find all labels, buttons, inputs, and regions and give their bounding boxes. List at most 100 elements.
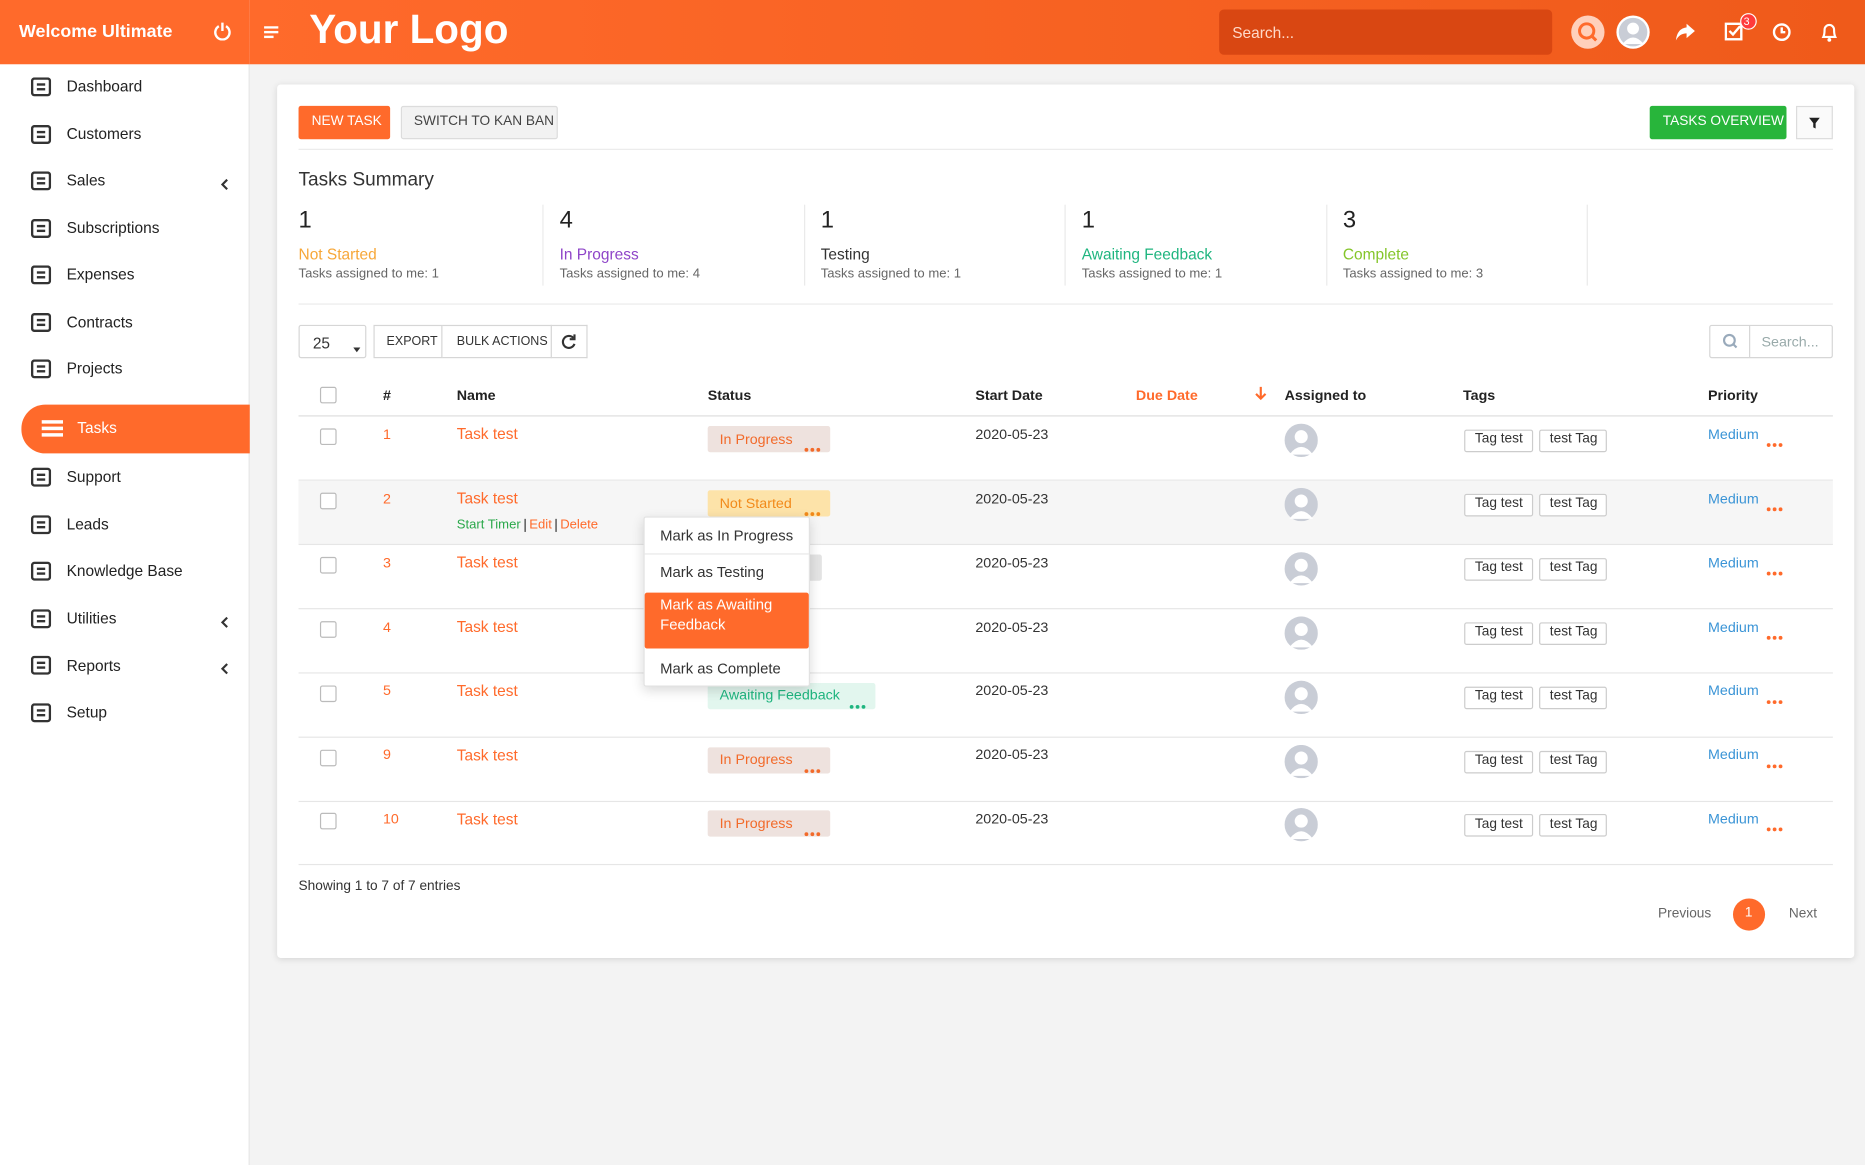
clock-icon[interactable] (1772, 23, 1791, 42)
row-checkbox[interactable] (319, 556, 337, 574)
status-menu-item[interactable]: Mark as Complete (660, 659, 781, 677)
task-name[interactable]: Task test (456, 425, 518, 443)
priority-dots[interactable] (1766, 624, 1783, 640)
column-header[interactable]: Start Date (975, 386, 1043, 404)
submenu-chevron[interactable] (220, 175, 230, 190)
task-id[interactable]: 9 (382, 746, 391, 764)
tasks-icon[interactable] (1724, 21, 1744, 41)
menu-item[interactable]: Knowledge Base (66, 562, 183, 580)
status-label[interactable]: In Progress (719, 751, 793, 768)
status-dots[interactable] (804, 822, 821, 837)
menu-item[interactable]: Leads (66, 515, 109, 533)
submenu-chevron[interactable] (220, 613, 230, 628)
column-header[interactable]: Priority (1707, 386, 1758, 404)
switch-view-button-label[interactable]: SWITCH TO KAN BAN (413, 114, 555, 129)
menu-item[interactable]: Dashboard (66, 77, 143, 96)
filter-button[interactable] (1796, 105, 1833, 140)
header-search[interactable] (1219, 9, 1553, 55)
user-avatar[interactable] (1615, 14, 1651, 50)
column-header[interactable]: Status (707, 386, 752, 404)
header-checkbox[interactable] (319, 386, 337, 404)
row-action[interactable]: Start Timer (456, 518, 521, 533)
priority[interactable]: Medium (1707, 682, 1759, 699)
status-badge[interactable] (707, 682, 876, 709)
task-name[interactable]: Task test (456, 745, 518, 764)
new-task-button-label[interactable]: NEW TASK (311, 114, 382, 129)
task-name[interactable]: Task test (456, 617, 518, 636)
column-header[interactable]: # (382, 386, 391, 404)
status-label[interactable]: In Progress (719, 430, 793, 448)
priority[interactable]: Medium (1707, 618, 1759, 635)
menu-item[interactable]: Subscriptions (66, 218, 160, 237)
bulk-actions-label[interactable]: BULK ACTIONS (456, 334, 548, 349)
share-icon[interactable] (1675, 21, 1696, 42)
row-action[interactable]: Edit (529, 518, 552, 533)
table-search[interactable] (1709, 324, 1833, 359)
status-dots[interactable] (804, 757, 821, 773)
column-header[interactable]: Name (456, 386, 496, 404)
priority[interactable]: Medium (1707, 810, 1759, 828)
priority-dots[interactable] (1766, 817, 1783, 832)
search-button[interactable] (1570, 14, 1606, 50)
menu-item[interactable]: Setup (66, 703, 108, 722)
priority-dots[interactable] (1766, 560, 1783, 576)
row-checkbox[interactable] (319, 428, 337, 446)
task-id[interactable]: 3 (382, 554, 391, 571)
task-name[interactable]: Task test (456, 681, 518, 700)
priority-dots[interactable] (1766, 496, 1783, 512)
task-id[interactable]: 4 (382, 618, 391, 635)
status-menu-item[interactable]: Mark as Testing (660, 563, 764, 581)
task-name[interactable]: Task test (456, 489, 518, 508)
menu-item[interactable]: Utilities (66, 609, 117, 628)
task-name[interactable]: Task test (456, 553, 518, 572)
priority-dots[interactable] (1766, 689, 1783, 704)
menu-item[interactable]: Customers (66, 124, 142, 143)
column-header[interactable]: Assigned to (1284, 386, 1367, 404)
menu-item[interactable]: Sales (66, 171, 106, 190)
menu-item[interactable]: Projects (66, 359, 123, 378)
row-checkbox[interactable] (319, 749, 337, 766)
task-id[interactable]: 10 (382, 810, 399, 828)
status-dots[interactable] (849, 693, 866, 709)
priority-dots[interactable] (1766, 432, 1783, 447)
status-badge[interactable] (707, 810, 831, 838)
status-label[interactable]: Not Started (719, 494, 792, 512)
page-number[interactable]: 1 (1744, 905, 1753, 920)
switch-view-button[interactable] (400, 105, 558, 140)
menu-toggle[interactable] (264, 25, 281, 39)
new-task-button[interactable] (298, 105, 391, 140)
menu-item[interactable]: Expenses (66, 265, 135, 284)
next-link[interactable]: Next (1788, 906, 1818, 922)
status-badge[interactable] (707, 426, 831, 453)
page-button[interactable] (1732, 898, 1766, 931)
priority-dots[interactable] (1766, 753, 1783, 768)
task-name[interactable]: Task test (456, 809, 518, 828)
status-dots[interactable] (804, 437, 821, 452)
menu-item[interactable]: Tasks (77, 419, 117, 437)
overview-button-label[interactable]: TASKS OVERVIEW (1662, 114, 1784, 129)
status-label[interactable]: Awaiting Feedback (719, 687, 840, 704)
status-badge[interactable] (707, 746, 831, 773)
row-checkbox[interactable] (319, 813, 337, 830)
row-checkbox[interactable] (319, 620, 337, 638)
status-badge[interactable] (707, 490, 831, 517)
menu-item[interactable]: Contracts (66, 312, 133, 331)
task-id[interactable]: 1 (382, 425, 391, 443)
refresh-button[interactable] (551, 324, 588, 359)
status-label[interactable]: In Progress (719, 815, 793, 833)
overview-button[interactable] (1649, 105, 1787, 140)
column-header[interactable]: Due Date (1135, 386, 1198, 404)
priority[interactable]: Medium (1707, 425, 1759, 443)
page-length-select[interactable] (298, 324, 367, 359)
export-button[interactable] (373, 324, 443, 359)
row-action[interactable]: Delete (560, 518, 599, 533)
submenu-chevron[interactable] (220, 660, 230, 675)
column-header[interactable]: Tags (1462, 386, 1496, 404)
export-label[interactable]: EXPORT (386, 334, 438, 349)
status-dots[interactable] (804, 501, 821, 516)
status-menu-item[interactable]: Mark as Awaiting Feedback (660, 595, 773, 633)
previous-link[interactable]: Previous (1658, 906, 1712, 922)
task-id[interactable]: 5 (382, 682, 391, 699)
menu-item[interactable]: Support (66, 467, 121, 486)
priority[interactable]: Medium (1707, 746, 1759, 764)
